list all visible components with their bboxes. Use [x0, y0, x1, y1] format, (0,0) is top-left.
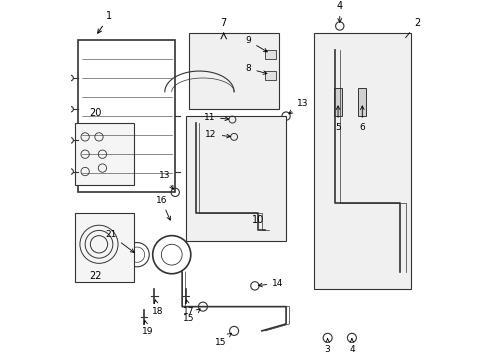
Text: 8: 8 [245, 64, 266, 75]
Text: 6: 6 [359, 106, 365, 132]
Text: 15: 15 [183, 309, 200, 323]
Text: 21: 21 [105, 230, 134, 252]
Bar [265, 71, 275, 80]
Text: 4: 4 [336, 1, 342, 22]
Text: 13: 13 [288, 99, 307, 114]
Text: 20: 20 [89, 108, 102, 118]
Text: 17: 17 [183, 300, 194, 316]
Text: 9: 9 [245, 36, 267, 52]
Text: 19: 19 [142, 321, 153, 336]
Text: 13: 13 [159, 171, 173, 189]
Text: 22: 22 [89, 271, 102, 281]
Text: 18: 18 [152, 300, 163, 316]
Bar [75, 123, 133, 185]
Text: 3: 3 [324, 339, 330, 354]
Text: 11: 11 [203, 113, 228, 122]
Text: 10: 10 [252, 216, 264, 225]
Bar [333, 88, 342, 116]
Text: 5: 5 [334, 106, 340, 132]
Bar [78, 40, 175, 192]
Text: 14: 14 [258, 279, 283, 288]
Bar [189, 33, 279, 109]
Text: 16: 16 [155, 196, 170, 220]
Text: 12: 12 [205, 130, 230, 139]
Text: 15: 15 [214, 333, 231, 347]
Text: 4: 4 [348, 339, 354, 354]
Text: 1: 1 [98, 11, 112, 33]
Text: 2: 2 [405, 18, 420, 38]
Bar [313, 33, 410, 289]
Bar [185, 116, 285, 241]
Text: 7: 7 [220, 18, 226, 28]
Bar [75, 213, 133, 282]
Bar [357, 88, 366, 116]
Bar [265, 50, 275, 59]
